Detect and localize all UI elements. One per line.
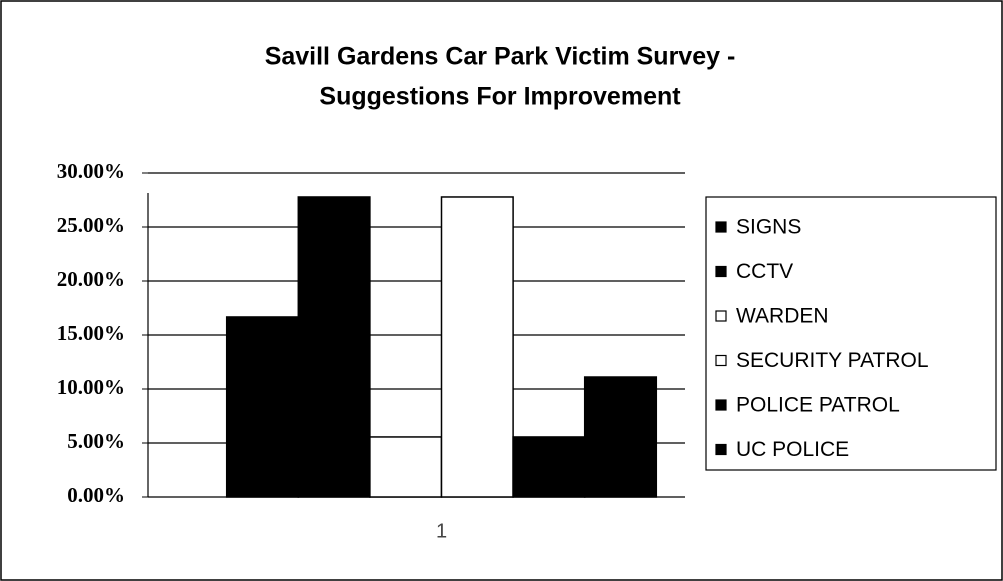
legend-label: SIGNS [736,216,801,239]
y-tick-label: 30.00% [57,159,125,183]
bar [369,436,443,498]
legend-marker [715,354,727,367]
x-tick-label: 1 [436,520,447,542]
bar [512,436,586,498]
legend-label: POLICE PATROL [736,394,900,417]
bar [297,196,371,498]
grid: 0.00% 5.00% 10.00% 15.00% 20.00% 25.00% 30.00% [57,159,685,507]
legend-marker [715,399,727,411]
bars: 1 [225,196,658,542]
bar [225,316,300,498]
y-tick-label: 5.00% [67,429,125,453]
legend-marker [715,221,727,233]
legend-label: UC POLICE [736,438,849,461]
y-tick-label: 10.00% [57,375,125,399]
y-tick-label: 20.00% [57,267,125,291]
chart-title: Savill Gardens Car Park Victim Survey - [265,43,736,71]
legend-label: SECURITY PATROL [736,349,929,372]
y-tick-label: 15.00% [57,321,125,345]
legend-marker [715,265,727,278]
legend-label: CCTV [736,260,793,283]
bar [440,196,514,498]
legend-marker [715,443,727,456]
legend: SIGNS CCTV WARDEN SECURITY PATROL POLICE PAT… [705,196,997,471]
y-tick-label: 0.00% [67,483,125,507]
legend-box [705,196,997,471]
legend-label: WARDEN [736,305,829,328]
legend-marker [715,310,727,322]
y-tick-label: 25.00% [57,213,125,237]
chart-title: Suggestions For Improvement [319,83,681,111]
bar [583,376,658,498]
